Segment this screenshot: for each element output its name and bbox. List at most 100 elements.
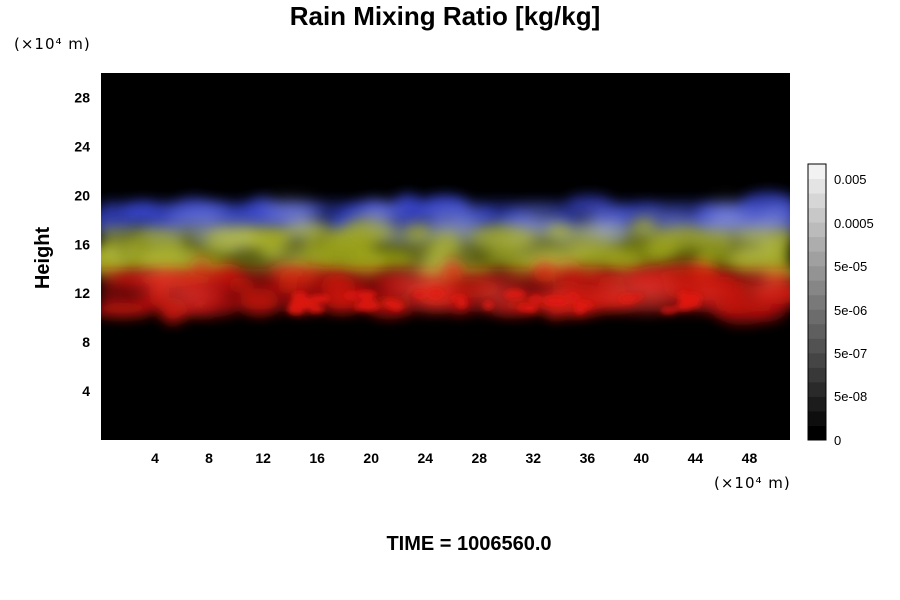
x-tick-label: 36 [580, 450, 596, 466]
highlight-blob [577, 215, 631, 235]
red-fragment [308, 305, 325, 314]
colorbar-swatch [808, 265, 826, 281]
layer-blob [747, 300, 786, 322]
red-fragment [677, 300, 702, 309]
time-readout: TIME = 1006560.0 [386, 533, 551, 555]
y-tick-label: 8 [82, 334, 90, 350]
colorbar-swatch [808, 338, 826, 354]
x-tick-label: 24 [417, 450, 433, 466]
highlight-blob [216, 227, 264, 247]
layer-blob [101, 302, 154, 318]
y-tick-label: 24 [74, 138, 90, 154]
highlight-blob [519, 246, 579, 263]
colorbar-swatch [808, 207, 826, 223]
red-fragment [482, 300, 494, 310]
y-tick-label: 16 [74, 236, 90, 252]
colorbar-tick-label: 5e-06 [834, 303, 867, 318]
x-tick-label: 32 [526, 450, 542, 466]
highlight-blob [561, 233, 605, 250]
y-unit-label: (×10⁴ m) [14, 35, 91, 53]
colorbar-tick-label: 5e-07 [834, 346, 867, 361]
colorbar-swatch [808, 367, 826, 383]
layer-blob [179, 274, 215, 285]
colorbar-tick-label: 5e-05 [834, 259, 867, 274]
colorbar-labels: 0.005 0.0005 5e-05 5e-06 5e-07 5e-08 0 [834, 172, 874, 448]
highlight-blob [164, 287, 197, 301]
layer-blob [706, 294, 758, 319]
red-fragment [287, 304, 305, 315]
colorbar-tick-label: 5e-08 [834, 389, 867, 404]
layer-blob [122, 200, 163, 222]
layer-blob [210, 263, 244, 288]
red-fragment [678, 290, 689, 301]
layer-blob [532, 260, 557, 283]
highlight-blob [261, 249, 317, 263]
red-fragment [352, 304, 375, 311]
red-fragment [309, 294, 331, 300]
x-tick-label: 44 [688, 450, 704, 466]
y-tick-label: 28 [74, 89, 90, 105]
red-fragment [455, 300, 468, 309]
colorbar-swatch [808, 425, 826, 441]
colorbar-tick-label: 0 [834, 433, 841, 448]
highlight-blob [101, 243, 131, 260]
x-tick-label: 28 [471, 450, 487, 466]
red-fragment [292, 291, 308, 301]
layer-blob [278, 275, 323, 295]
red-fragment [529, 295, 542, 303]
colorbar [807, 163, 827, 441]
x-tick-label: 4 [151, 450, 159, 466]
highlight-blob [637, 216, 696, 229]
colorbar-swatch [808, 164, 826, 180]
x-tick-label: 20 [363, 450, 379, 466]
y-tick-label: 12 [74, 285, 90, 301]
x-axis-ticks: 4 8 12 16 20 24 28 32 36 40 44 48 [151, 450, 757, 466]
colorbar-swatch [808, 251, 826, 267]
layer-blob [566, 194, 613, 212]
y-tick-label: 20 [74, 187, 90, 203]
red-fragment [660, 306, 678, 314]
colorbar-swatch [808, 222, 826, 238]
red-fragment [503, 288, 526, 300]
x-tick-label: 40 [634, 450, 650, 466]
colorbar-tick-label: 0.005 [834, 172, 867, 187]
highlight-blob [163, 250, 202, 261]
red-fragment [567, 292, 579, 300]
layer-blob [268, 263, 309, 278]
rain-field [101, 191, 790, 325]
highlight-blob [168, 213, 222, 227]
x-tick-label: 16 [309, 450, 325, 466]
x-tick-label: 48 [742, 450, 758, 466]
red-fragment [413, 291, 427, 298]
highlight-blob [425, 213, 482, 232]
highlight-blob [136, 252, 171, 263]
colorbar-tick-label: 0.0005 [834, 216, 874, 231]
y-axis-ticks: 4 8 12 16 20 24 28 [74, 89, 90, 399]
colorbar-swatch [808, 410, 826, 426]
colorbar-swatch [808, 178, 826, 194]
highlight-blob [139, 272, 179, 291]
layer-blob [405, 222, 431, 243]
highlight-blob [416, 249, 450, 270]
layer-blob [419, 195, 470, 215]
red-fragment [632, 293, 645, 300]
highlight-blob [359, 207, 400, 228]
red-fragment [355, 290, 377, 299]
colorbar-frame [807, 163, 827, 441]
red-fragment [427, 289, 444, 299]
layer-blob [303, 233, 326, 257]
highlight-blob [487, 237, 535, 249]
colorbar-swatch [808, 294, 826, 310]
red-fragment [289, 298, 313, 306]
chart-title: Rain Mixing Ratio [kg/kg] [290, 1, 601, 31]
highlights [101, 203, 790, 307]
highlight-blob [746, 276, 790, 295]
colorbar-swatch [808, 352, 826, 368]
highlight-blob [762, 208, 790, 229]
red-fragment [572, 300, 587, 306]
layer-blob [733, 202, 772, 215]
colorbar-swatch [808, 323, 826, 339]
x-tick-label: 8 [205, 450, 213, 466]
